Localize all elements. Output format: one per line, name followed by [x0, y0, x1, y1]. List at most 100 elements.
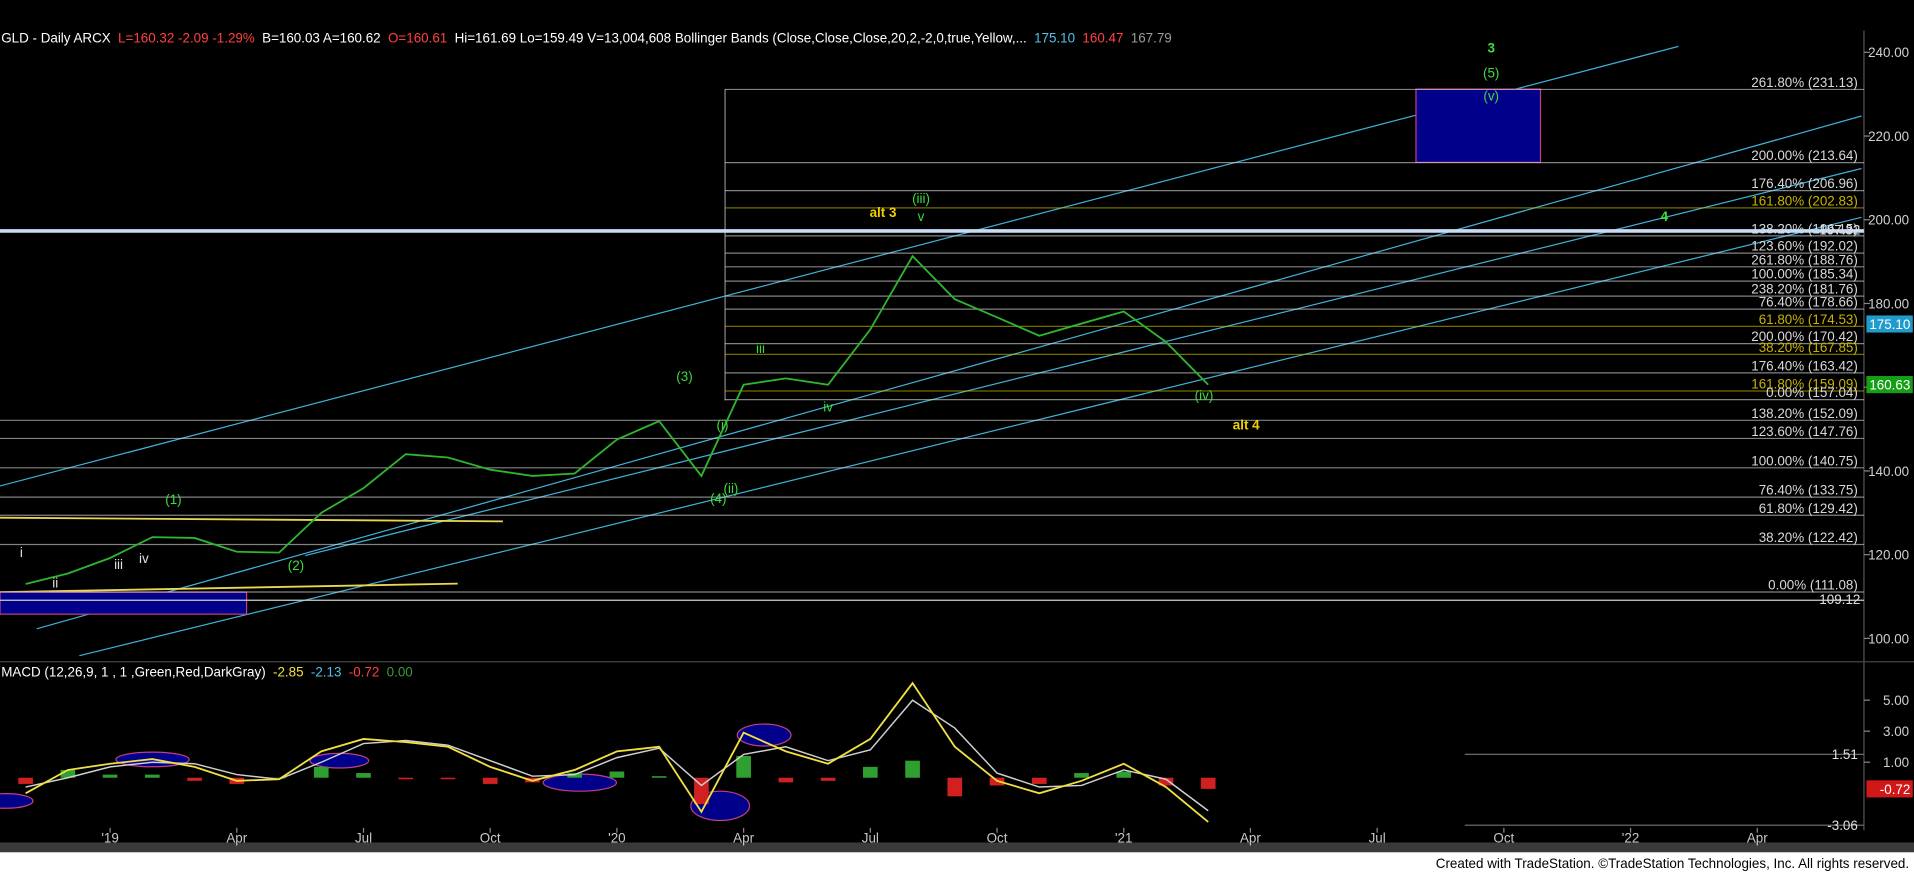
highlight [0, 793, 34, 809]
wave-label: (iii) [912, 191, 930, 206]
histogram-bar [651, 776, 667, 778]
fib-label: 100.00% (140.75) [1751, 453, 1858, 468]
histogram-bar [736, 756, 751, 778]
wave-label: (4) [710, 491, 726, 506]
wave-label: (ii) [724, 481, 739, 496]
header-segment: O=160.61 [388, 31, 447, 46]
line-label: 197.32 [1819, 223, 1860, 238]
fib-label: 200.00% (170.42) [1751, 329, 1858, 344]
histogram-bar [60, 769, 76, 778]
fib-label: 261.80% (188.76) [1751, 252, 1858, 267]
histogram-bar [1158, 777, 1174, 786]
fib-label: 238.20% (181.76) [1751, 282, 1858, 297]
histogram-bar [440, 777, 456, 780]
x-tick-label: Jul [862, 830, 879, 845]
histogram-bar [1031, 777, 1047, 784]
fib-label: 76.40% (178.66) [1759, 295, 1858, 310]
highlight [309, 752, 370, 769]
y-tick-label: 3.00 [1883, 724, 1909, 739]
channel-line [305, 167, 1862, 557]
wave-label: (1) [165, 492, 181, 507]
x-tick-label: Jul [1369, 830, 1386, 845]
target-box [0, 591, 248, 615]
x-tick-label: Jul [355, 830, 372, 845]
histogram-bar [1116, 771, 1132, 778]
chart-header: GLD - Daily ARCX L=160.32 -2.09 -1.29% B=1… [1, 31, 1172, 46]
target-box [1415, 88, 1542, 164]
x-tick-label: '19 [101, 830, 118, 845]
wave-label: (i) [717, 417, 729, 432]
histogram-bar [820, 777, 836, 781]
x-tick-label: '20 [608, 830, 625, 845]
histogram-bar [313, 766, 329, 778]
fib-label: 261.80% (231.13) [1751, 75, 1858, 90]
header-segment: 160.47 [1082, 31, 1123, 46]
fib-label: 161.80% (159.09) [1751, 377, 1858, 392]
header-segment: L=160.32 -2.09 -1.29% [118, 31, 255, 46]
wave-label: iii [114, 557, 123, 572]
marker-label: 1.51 [1832, 747, 1858, 762]
header-segment: GLD - Daily ARCX [1, 31, 111, 46]
wave-label: alt 4 [1233, 417, 1260, 432]
histogram-bar [609, 771, 625, 778]
fib-label: 61.80% (174.53) [1759, 312, 1858, 327]
header-segment: Hi=161.69 Lo=159.49 V=13,004,608 Bolling… [455, 31, 1027, 46]
x-tick-label: Oct [480, 830, 501, 845]
line-label: 109.12 [1819, 592, 1860, 607]
wave-label: ii [52, 575, 58, 590]
wave-label: alt 3 [870, 205, 897, 220]
wave-label: 3 [1487, 40, 1494, 55]
trend-line [0, 582, 458, 594]
wave-label: i [20, 545, 23, 560]
wave-label: iv [139, 551, 149, 566]
fib-label: 200.00% (213.64) [1751, 148, 1858, 163]
x-tick-label: Apr [733, 830, 754, 845]
histogram-bar [356, 773, 371, 778]
histogram-bar [1074, 773, 1089, 778]
header-segment: 0.00 [387, 664, 413, 679]
histogram-bar [947, 777, 963, 797]
highlight [736, 723, 792, 747]
histogram-bar [187, 777, 202, 781]
footer: Created with TradeStation. ©TradeStation… [1436, 856, 1909, 871]
histogram-bar [482, 777, 498, 784]
fib-label: 176.40% (206.96) [1751, 176, 1858, 191]
wave-label: (3) [676, 369, 692, 384]
y-tick-label: 180.00 [1868, 296, 1909, 311]
fib-label: 0.00% (111.08) [1768, 578, 1858, 593]
header-segment: 175.10 [1034, 31, 1075, 46]
price-tag-label: 175.10 [1869, 317, 1910, 332]
header-segment: -2.85 [273, 664, 304, 679]
trend-line [0, 516, 503, 523]
header-segment: -2.13 [311, 664, 342, 679]
x-tick-label: '21 [1115, 830, 1132, 845]
x-tick-label: Oct [987, 830, 1008, 845]
fib-label: 123.60% (147.76) [1751, 424, 1858, 439]
price-tag-label: 160.63 [1869, 377, 1910, 392]
price-tag-label: -0.72 [1880, 782, 1911, 797]
y-tick-label: 5.00 [1883, 693, 1909, 708]
header-segment: -0.72 [349, 664, 380, 679]
wave-label: (iv) [1195, 388, 1214, 403]
fib-label: 138.20% (152.09) [1751, 406, 1858, 421]
histogram-bar [102, 774, 118, 778]
y-tick-label: 240.00 [1868, 45, 1909, 60]
footer-bar [0, 852, 1914, 873]
histogram-bar [905, 760, 920, 778]
price-tag [1866, 780, 1913, 798]
wave-label: (2) [288, 558, 304, 573]
price-tag [1866, 315, 1913, 333]
data-line [25, 254, 1209, 585]
histogram-bar [271, 777, 287, 779]
fib-label: 76.40% (133.75) [1759, 483, 1858, 498]
data-line [25, 681, 1209, 823]
header-segment: B=160.03 A=160.62 [262, 31, 381, 46]
fib-label: 38.20% (167.85) [1759, 340, 1858, 355]
fib-label: 0.00% (157.04) [1766, 385, 1858, 400]
y-tick-label: 100.00 [1868, 631, 1909, 646]
price-tag [1866, 376, 1913, 394]
fib-label: 38.20% (122.42) [1759, 530, 1858, 545]
